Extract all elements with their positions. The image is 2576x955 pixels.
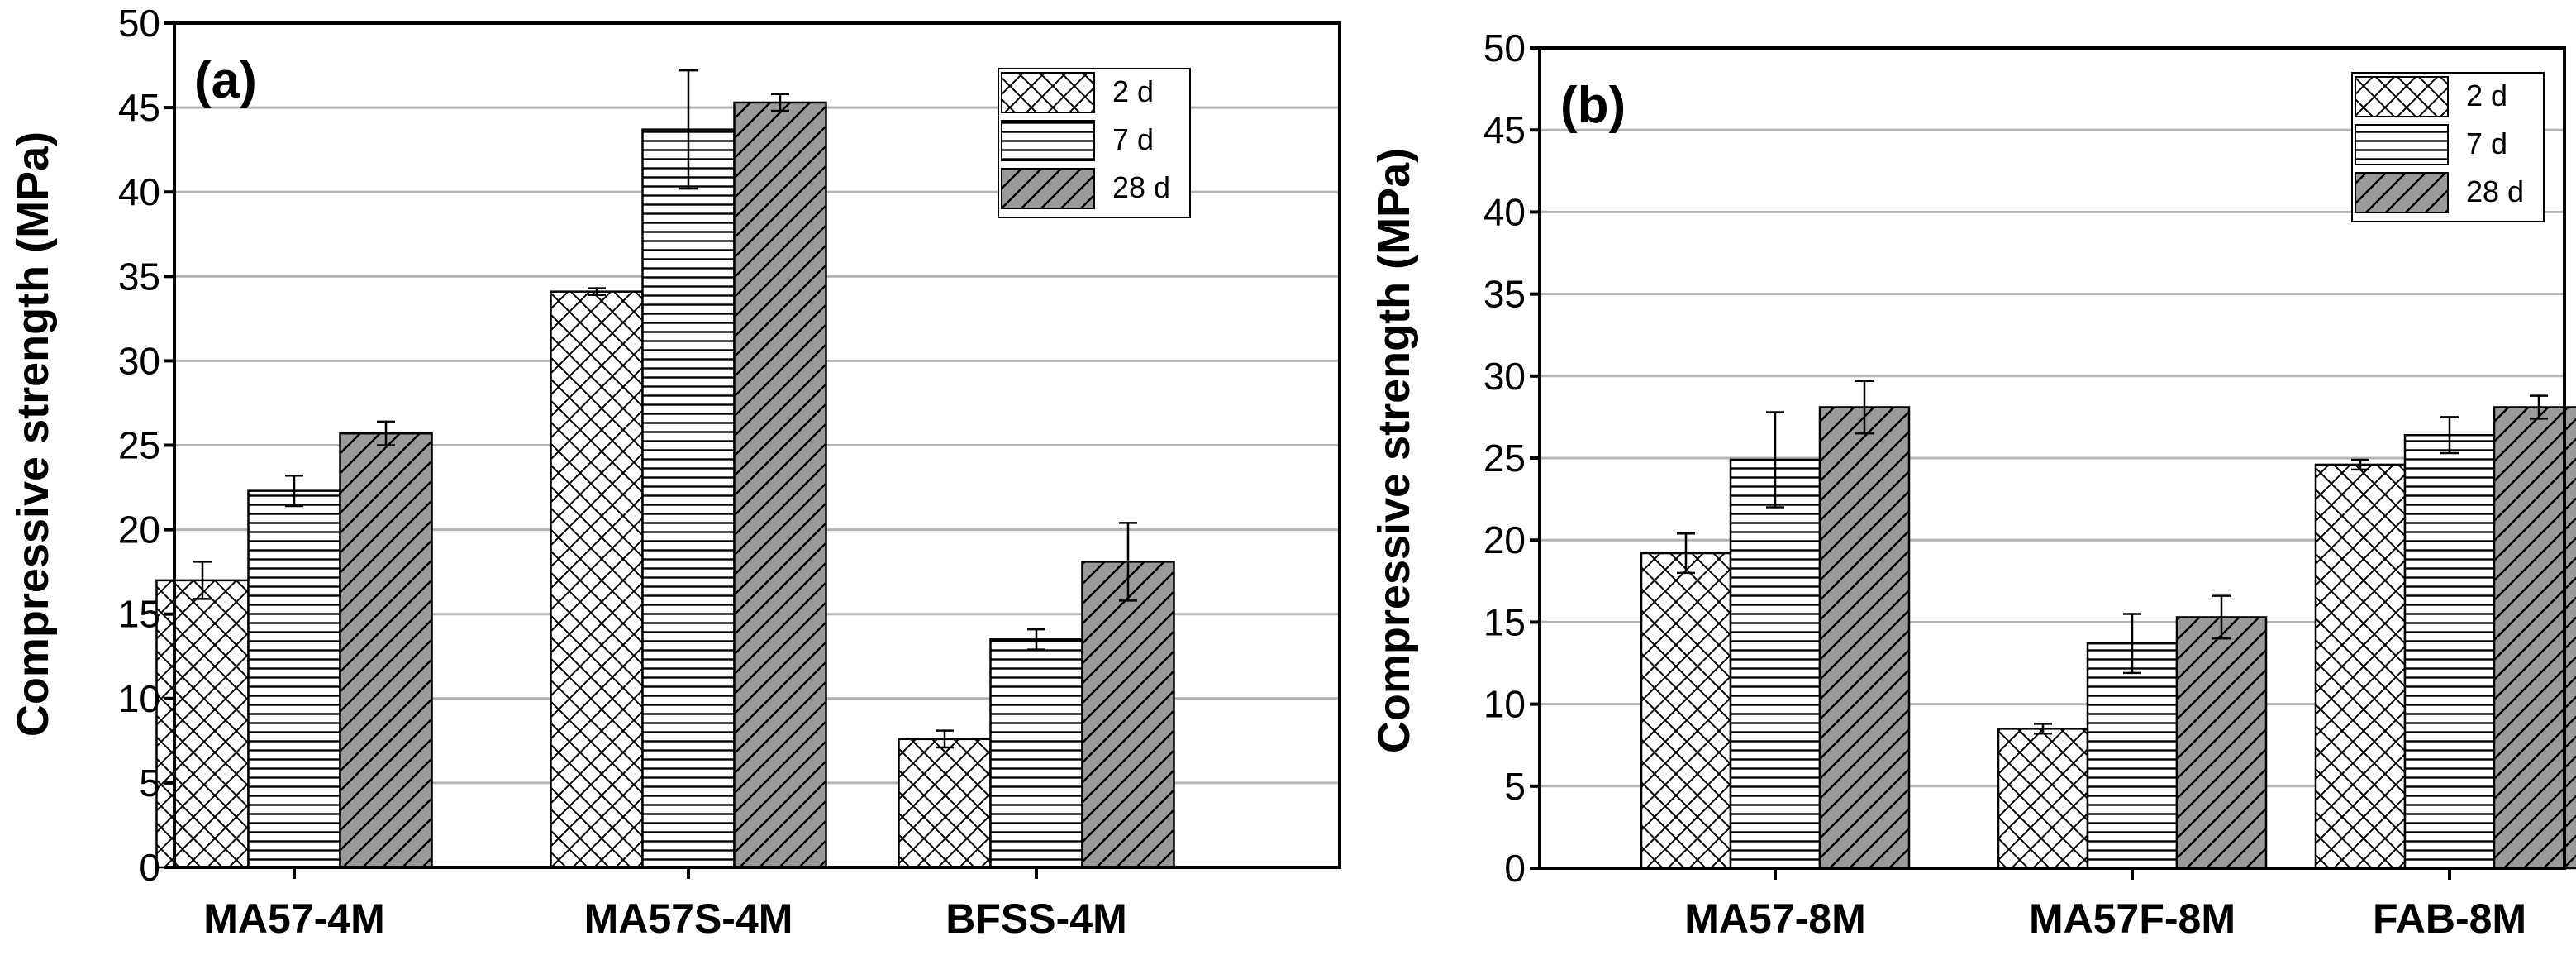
y-tick-label: 40 bbox=[1483, 190, 1526, 233]
error-bar bbox=[377, 420, 395, 446]
legend-swatch bbox=[2355, 172, 2449, 213]
error-bar bbox=[2034, 723, 2052, 735]
y-tick-label: 50 bbox=[118, 2, 160, 45]
error-bar bbox=[2440, 416, 2459, 455]
legend-entry: 2 d bbox=[1112, 74, 1154, 108]
bar-7d-BFSS-4M bbox=[989, 638, 1083, 869]
y-tick-label: 0 bbox=[1504, 847, 1526, 890]
panel-label: (a) bbox=[194, 52, 257, 109]
error-bar bbox=[2123, 613, 2141, 675]
legend-swatch bbox=[2355, 124, 2449, 165]
bars bbox=[1640, 406, 2576, 870]
y-tick-label: 25 bbox=[118, 424, 160, 467]
bars bbox=[155, 101, 1175, 869]
bar-7d-FAB-8M bbox=[2403, 433, 2496, 870]
bar-28d-MA57-4M bbox=[339, 432, 433, 869]
category-label: MA57S-4M bbox=[584, 895, 793, 942]
error-bar bbox=[1855, 380, 1874, 435]
y-tick-label: 15 bbox=[118, 593, 160, 636]
panel-label: (b) bbox=[1560, 77, 1626, 134]
legend-entry: 28 d bbox=[2466, 174, 2524, 208]
y-tick-label: 35 bbox=[118, 255, 160, 298]
y-tick-label: 50 bbox=[1483, 26, 1526, 69]
y-tick-label: 25 bbox=[1483, 437, 1526, 480]
y-tick-label: 20 bbox=[1483, 518, 1526, 561]
bar-7d-MA57S-4M bbox=[641, 128, 736, 869]
error-bar bbox=[1766, 411, 1784, 509]
error-bar bbox=[2530, 394, 2548, 420]
y-axis-label: Compressive strength (MPa) bbox=[8, 131, 58, 737]
error-bar bbox=[193, 561, 212, 600]
bar-28d-MA57-8M bbox=[1818, 406, 1911, 870]
category-labels: MA57-4M MA57S-4M BFSS-4M bbox=[203, 867, 1127, 942]
legend: 2 d 7 d 28 d bbox=[2351, 72, 2545, 222]
y-tick-label: 10 bbox=[118, 677, 160, 720]
bar-2d-MA57-8M bbox=[1640, 552, 1732, 870]
legend-swatch bbox=[1001, 72, 1095, 113]
plot-frame bbox=[173, 21, 1341, 869]
panel-a: Compressive strength (MPa) 0 5 10 15 20 25 30 3… bbox=[8, 2, 1341, 942]
category-label: FAB-8M bbox=[2373, 895, 2526, 942]
y-tick-label: 45 bbox=[118, 86, 160, 129]
error-bar bbox=[1677, 532, 1695, 575]
error-bars bbox=[1677, 380, 2548, 735]
y-axis-label: Compressive strength (MPa) bbox=[1369, 148, 1419, 753]
error-bars bbox=[193, 69, 1137, 749]
category-labels: MA57-8M MA57F-8M FAB-8M bbox=[1684, 868, 2526, 942]
error-bar bbox=[2351, 458, 2369, 471]
bar-7d-MA57-8M bbox=[1729, 458, 1821, 870]
bar-28d-MA57F-8M bbox=[2175, 616, 2268, 870]
bar-7d-MA57-4M bbox=[247, 489, 341, 869]
bar-28d-MA57S-4M bbox=[733, 101, 827, 869]
legend-swatch bbox=[1001, 168, 1095, 209]
legend-swatch bbox=[2355, 76, 2449, 117]
legend: 2 d 7 d 28 d bbox=[998, 68, 1191, 218]
legend-entry: 7 d bbox=[2466, 127, 2507, 160]
error-bar bbox=[285, 475, 303, 508]
category-label: BFSS-4M bbox=[945, 895, 1126, 942]
y-tick-label: 5 bbox=[1504, 765, 1526, 808]
y-tick-label: 5 bbox=[139, 762, 160, 805]
bar-2d-MA57-4M bbox=[155, 579, 250, 869]
y-tick-label: 35 bbox=[1483, 273, 1526, 316]
y-tick-label: 30 bbox=[1483, 355, 1526, 398]
y-tick-label: 40 bbox=[118, 170, 160, 213]
y-ticks: 0 5 10 15 20 25 30 35 40 45 50 bbox=[118, 2, 174, 889]
y-tick-label: 45 bbox=[1483, 108, 1526, 151]
y-tick-label: 10 bbox=[1483, 683, 1526, 726]
error-bar bbox=[679, 69, 698, 190]
y-tick-label: 20 bbox=[118, 509, 160, 552]
panel-b: Compressive strength (MPa) 0 5 10 15 20 25 30 3… bbox=[1369, 26, 2576, 942]
legend-entry: 28 d bbox=[1112, 170, 1170, 204]
error-bar bbox=[771, 93, 789, 112]
bar-2d-FAB-8M bbox=[2314, 463, 2407, 870]
bar-7d-MA57F-8M bbox=[2086, 642, 2178, 870]
bar-2d-BFSS-4M bbox=[898, 738, 992, 869]
bar-2d-MA57S-4M bbox=[550, 290, 644, 869]
legend-entry: 2 d bbox=[2466, 79, 2507, 112]
error-bar bbox=[1119, 522, 1137, 602]
category-label: MA57F-8M bbox=[2029, 895, 2236, 942]
error-bar bbox=[588, 287, 606, 297]
category-label: MA57-4M bbox=[203, 895, 384, 942]
category-label: MA57-8M bbox=[1684, 895, 1865, 942]
y-tick-label: 0 bbox=[139, 846, 160, 889]
y-ticks: 0 5 10 15 20 25 30 35 40 45 50 bbox=[1483, 26, 1540, 890]
y-tick-label: 30 bbox=[118, 339, 160, 382]
legend-swatch bbox=[1001, 120, 1095, 161]
y-tick-label: 15 bbox=[1483, 600, 1526, 643]
bar-2d-MA57F-8M bbox=[1997, 728, 2089, 870]
error-bar bbox=[2212, 594, 2231, 640]
error-bar bbox=[936, 729, 954, 749]
bar-28d-BFSS-4M bbox=[1081, 561, 1175, 869]
plot-frame bbox=[1538, 46, 2566, 870]
legend-entry: 7 d bbox=[1112, 122, 1154, 156]
error-bar bbox=[1027, 628, 1045, 651]
